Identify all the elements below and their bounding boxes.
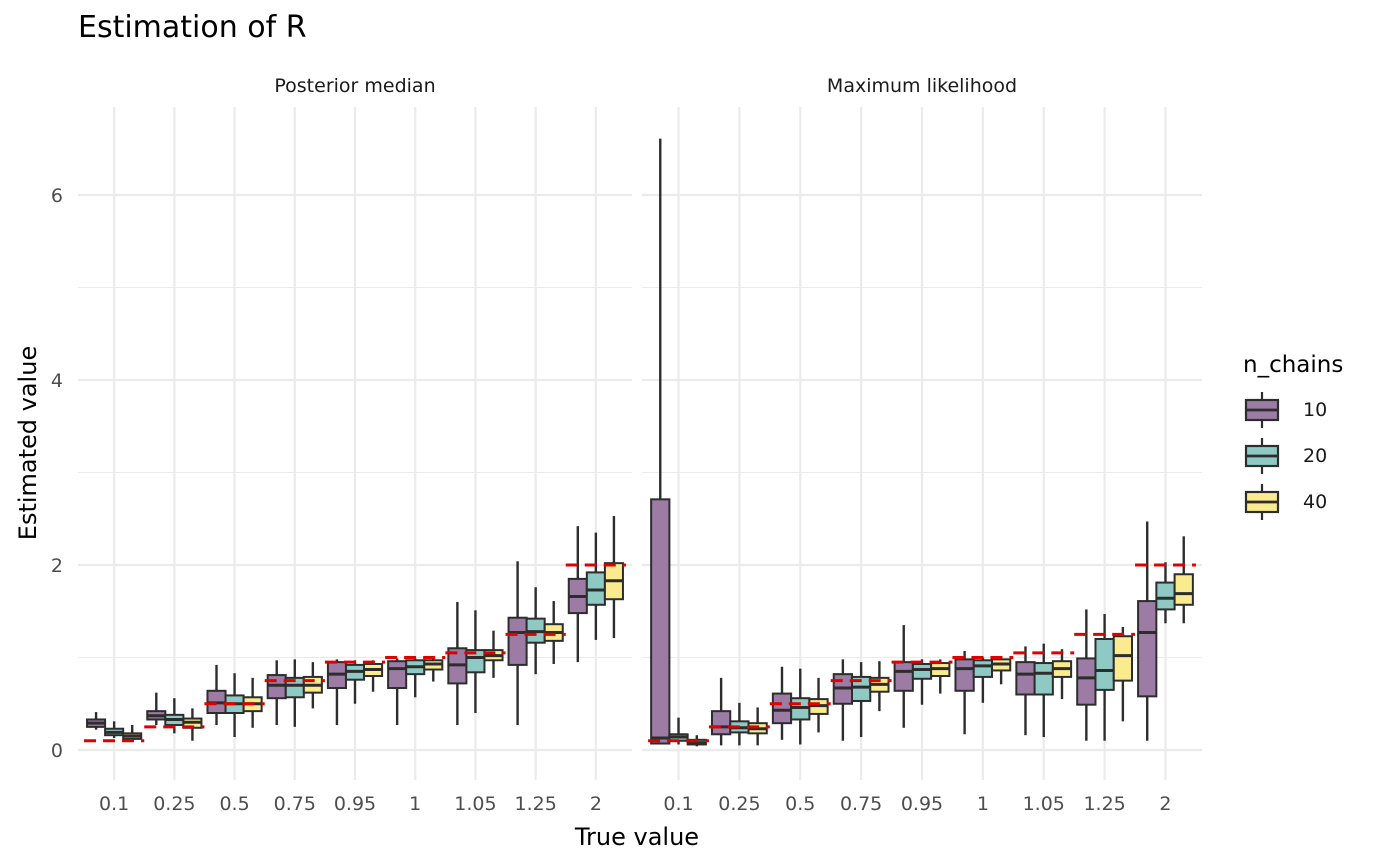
x-tick-label: 1.25	[514, 793, 556, 815]
x-tick-label: 1.05	[1023, 793, 1065, 815]
legend-item-10: 10	[1243, 392, 1343, 438]
x-axis-title: True value	[574, 823, 699, 851]
box-series-40	[1112, 635, 1134, 682]
y-tick-label: 4	[51, 370, 63, 392]
box-series-40	[1173, 573, 1194, 606]
box-series-10	[954, 658, 975, 692]
panel-label: Posterior median	[274, 75, 435, 97]
x-tick-label: 1.05	[454, 793, 496, 815]
x-tick-label: 1	[977, 793, 989, 815]
x-tick-label: 0.5	[219, 793, 249, 815]
y-tick-label: 0	[51, 740, 63, 762]
legend-label-40: 40	[1303, 491, 1328, 513]
x-tick-label: 0.5	[785, 793, 815, 815]
y-tick-label: 6	[51, 185, 63, 207]
box-series-10	[1015, 661, 1036, 696]
x-tick-label: 0.1	[663, 793, 693, 815]
legend-item-20: 20	[1243, 438, 1343, 484]
box-series-20	[1094, 638, 1115, 691]
legend-label-10: 10	[1303, 399, 1328, 421]
x-tick-label: 0.95	[334, 793, 376, 815]
x-tick-label: 1	[409, 793, 421, 815]
box-series-20	[1155, 581, 1176, 611]
box-series-20	[911, 662, 933, 680]
y-axis-title: Estimated value	[14, 346, 42, 540]
legend-title: n_chains	[1243, 352, 1344, 378]
x-tick-label: 2	[1159, 793, 1171, 815]
box-series-10	[507, 616, 528, 666]
box-series-10	[711, 710, 732, 736]
legend-key-10-icon	[1244, 392, 1280, 428]
box-series-20	[972, 659, 994, 678]
box-series-10	[387, 660, 408, 690]
panel-label: Maximum likelihood	[827, 75, 1017, 97]
legend-label-20: 20	[1303, 445, 1328, 467]
box-series-20	[1033, 662, 1054, 696]
x-tick-label: 0.75	[840, 793, 882, 815]
legend-key-20-icon	[1244, 438, 1280, 474]
legend: n_chains 10 20 40	[1243, 352, 1343, 530]
x-tick-label: 0.1	[99, 793, 129, 815]
box-series-10	[1076, 657, 1097, 706]
legend-item-40: 40	[1243, 484, 1343, 530]
x-tick-label: 0.75	[274, 793, 316, 815]
x-tick-label: 0.25	[153, 793, 195, 815]
x-tick-label: 1.25	[1083, 793, 1125, 815]
x-tick-label: 0.25	[718, 793, 760, 815]
box-series-10	[893, 661, 914, 692]
y-tick-label: 2	[51, 555, 63, 577]
box-series-10	[1137, 600, 1158, 698]
x-tick-label: 0.95	[901, 793, 943, 815]
box-series-10	[771, 692, 793, 725]
chart-title: Estimation of R	[78, 10, 307, 45]
x-tick-label: 2	[590, 793, 602, 815]
legend-key-40-icon	[1244, 484, 1280, 520]
box-series-10	[650, 498, 671, 745]
